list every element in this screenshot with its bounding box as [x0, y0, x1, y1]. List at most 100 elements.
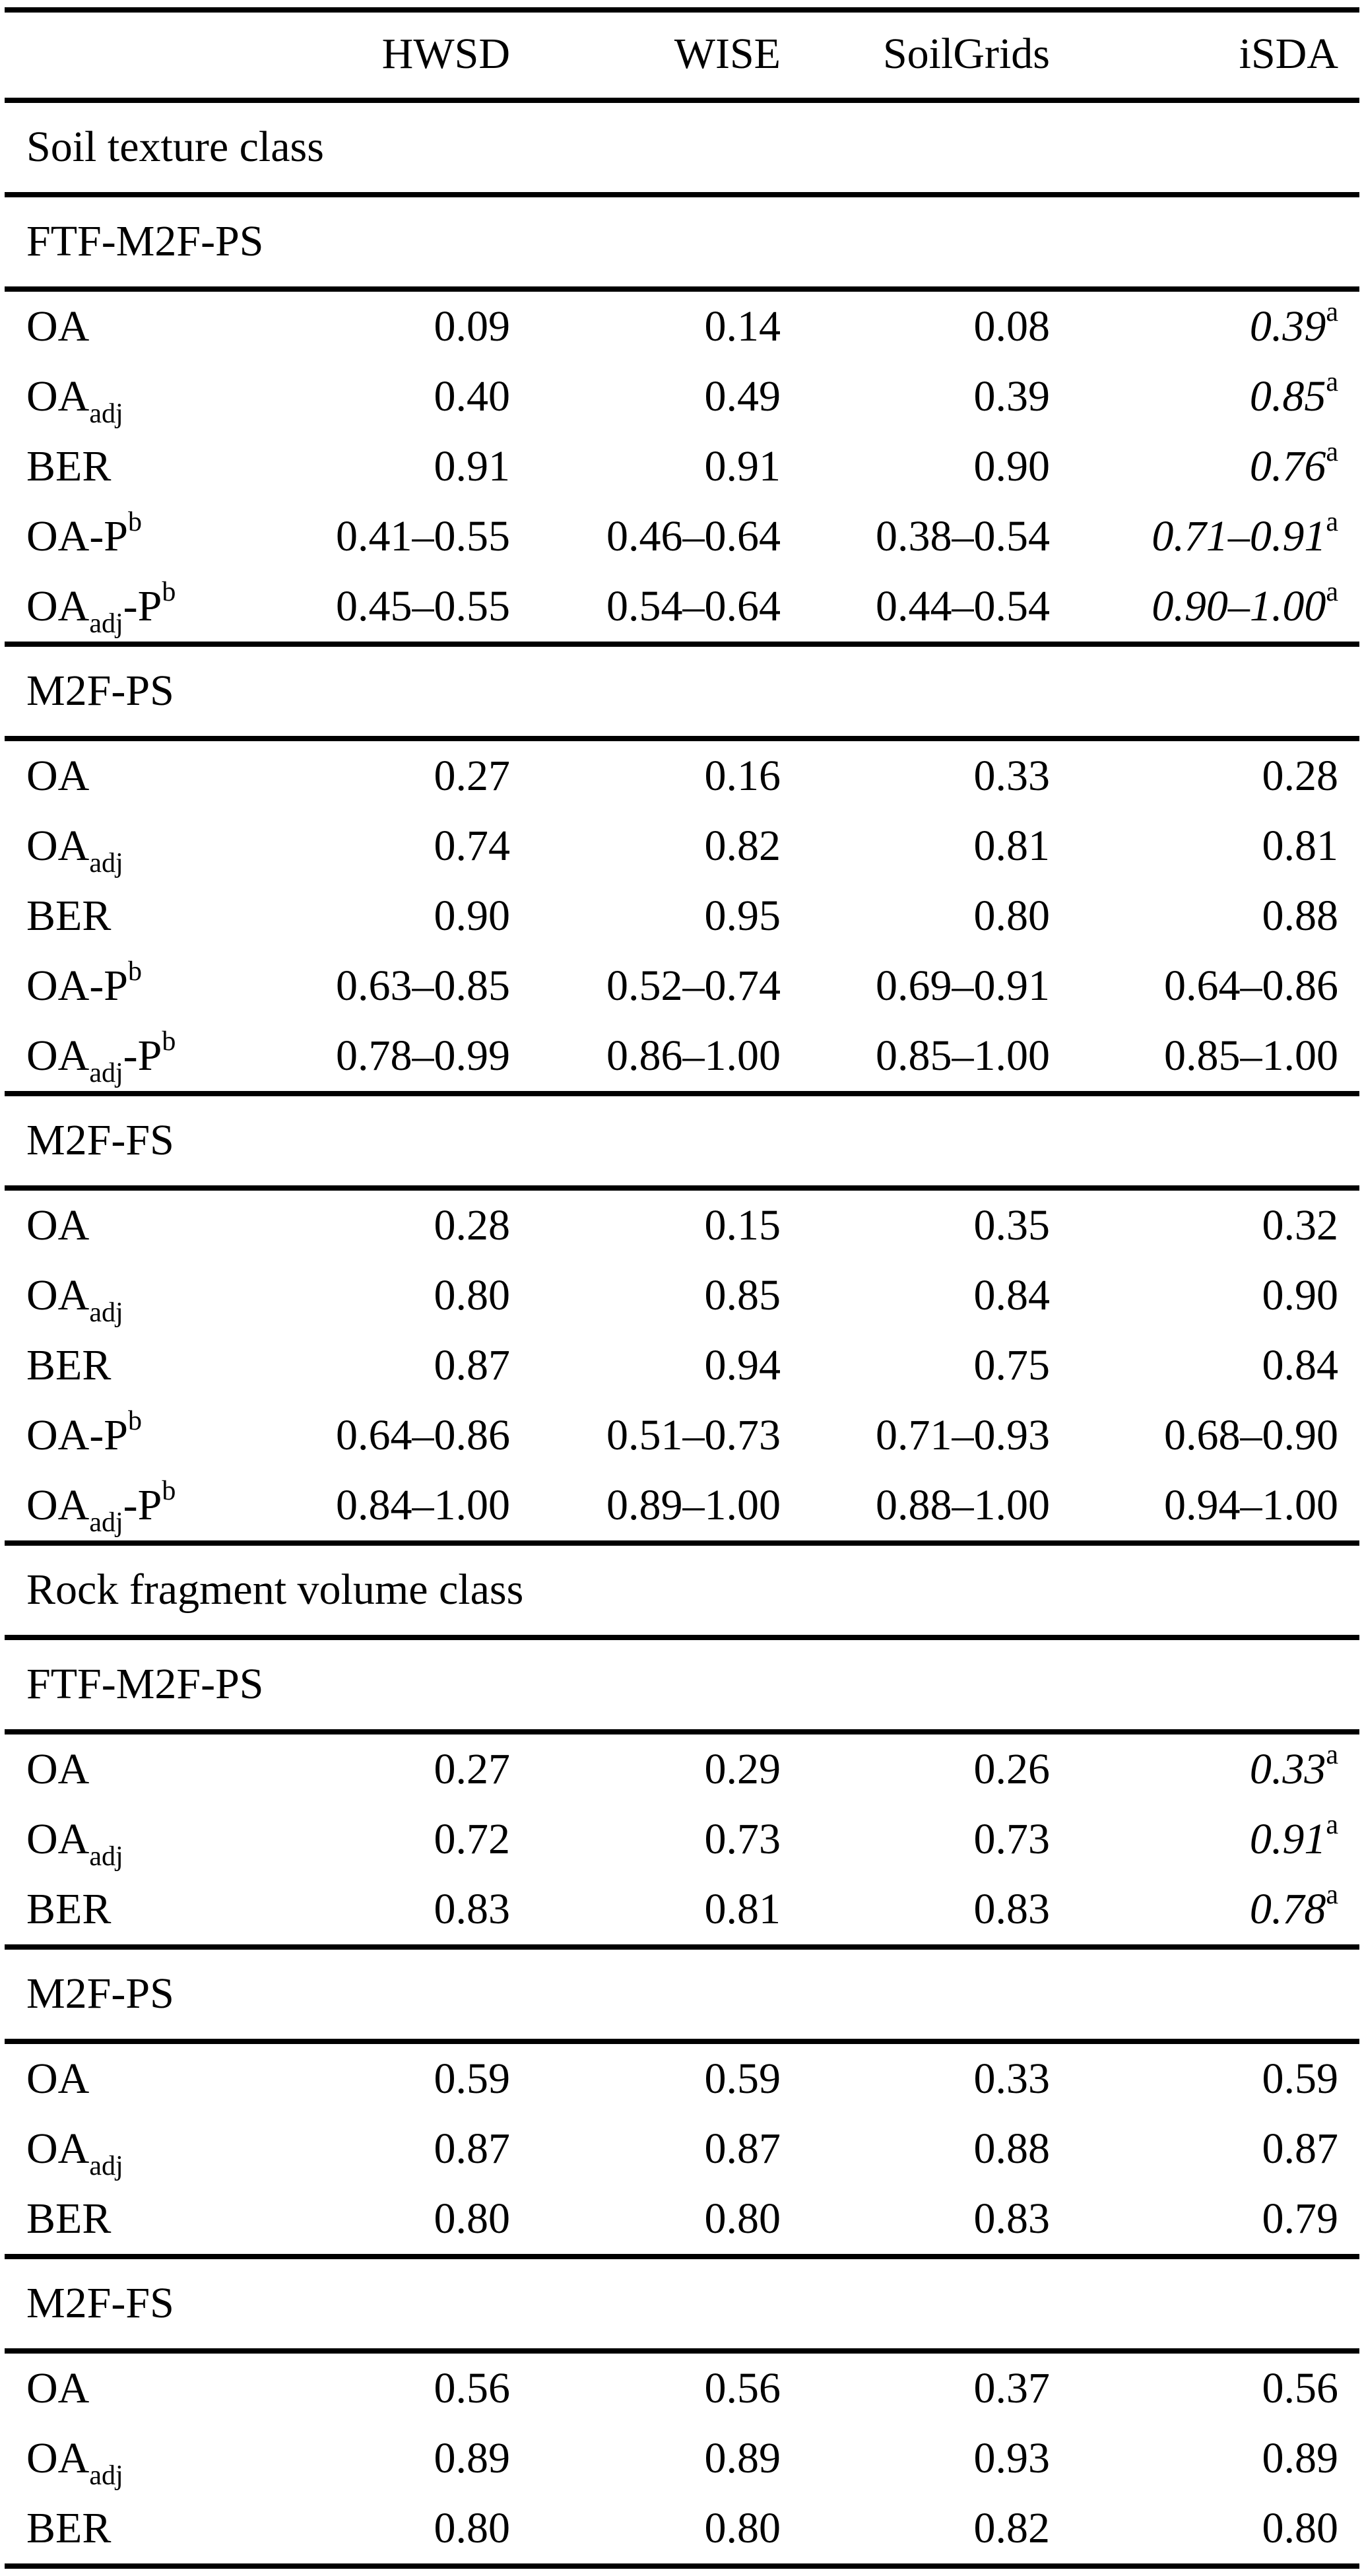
footnote-marker: a	[1326, 297, 1338, 327]
cell-hwsd: 0.80	[434, 1271, 511, 1319]
cell-isda: 0.76a	[1249, 437, 1338, 490]
row-label: OA	[26, 1201, 90, 1249]
cell-soilgrids: 0.69–0.91	[876, 962, 1050, 1010]
row-label: BER	[26, 1341, 112, 1389]
table-row: OAadj 0.72 0.73 0.73 0.91a	[5, 1804, 1359, 1874]
column-header-wise: WISE	[510, 7, 781, 103]
cell-wise: 0.89–1.00	[606, 1481, 781, 1529]
footnote-marker: a	[1326, 1740, 1338, 1770]
row-label: OAadj	[26, 822, 123, 878]
cell-soilgrids: 0.75	[973, 1341, 1051, 1389]
row-label: OA	[26, 2364, 90, 2412]
cell-wise: 0.73	[704, 1815, 781, 1863]
cell-isda: 0.89	[1262, 2434, 1339, 2482]
cell-soilgrids: 0.37	[973, 2364, 1051, 2412]
cell-hwsd: 0.87	[434, 2125, 511, 2173]
cell-hwsd: 0.80	[290, 2493, 510, 2569]
group-title: M2F-FS	[5, 2254, 1359, 2354]
cell-soilgrids: 0.33	[973, 752, 1051, 800]
cell-hwsd: 0.83	[434, 1885, 511, 1933]
table-row: BER 0.80 0.80 0.83 0.79	[5, 2184, 1359, 2257]
cell-wise: 0.49	[704, 372, 781, 420]
column-header-soilgrids: SoilGrids	[781, 7, 1050, 103]
table-row: OA 0.09 0.14 0.08 0.39a	[5, 289, 1359, 362]
group-header-row: FTF-M2F-PS	[5, 192, 1359, 292]
section-header-row: Soil texture class	[5, 98, 1359, 197]
cell-soilgrids: 0.44–0.54	[876, 582, 1050, 630]
cell-wise: 0.80	[510, 2493, 781, 2569]
cell-soilgrids: 0.81	[973, 822, 1051, 870]
cell-isda: 0.85–1.00	[1164, 1032, 1338, 1080]
row-label: OAadj	[26, 1271, 123, 1328]
cell-soilgrids: 0.08	[973, 302, 1051, 350]
row-label: OA	[26, 2055, 90, 2103]
cell-isda: 0.90	[1262, 1271, 1339, 1319]
cell-soilgrids: 0.83	[973, 1885, 1051, 1933]
cell-wise: 0.89	[704, 2434, 781, 2482]
cell-hwsd: 0.40	[434, 372, 511, 420]
cell-isda: 0.33a	[1249, 1740, 1338, 1793]
cell-isda: 0.85a	[1249, 367, 1338, 420]
row-label: OA	[26, 1745, 90, 1793]
cell-isda: 0.81	[1262, 822, 1339, 870]
table-row: OAadj 0.80 0.85 0.84 0.90	[5, 1261, 1359, 1331]
cell-hwsd: 0.27	[434, 1745, 511, 1793]
cell-wise: 0.56	[704, 2364, 781, 2412]
cell-isda: 0.68–0.90	[1164, 1411, 1338, 1459]
table-row: BER 0.87 0.94 0.75 0.84	[5, 1331, 1359, 1401]
cell-soilgrids: 0.26	[973, 1745, 1051, 1793]
row-label: BER	[26, 442, 112, 490]
cell-hwsd: 0.72	[434, 1815, 511, 1863]
row-label: OA-Pb	[26, 1406, 143, 1459]
row-label: BER	[26, 1885, 112, 1933]
table-row: OA 0.59 0.59 0.33 0.59	[5, 2041, 1359, 2114]
cell-wise: 0.94	[704, 1341, 781, 1389]
table-row: OAadj 0.40 0.49 0.39 0.85a	[5, 362, 1359, 432]
row-label: OA-Pb	[26, 956, 143, 1010]
cell-isda: 0.56	[1262, 2364, 1339, 2412]
cell-hwsd: 0.09	[434, 302, 511, 350]
cell-hwsd: 0.74	[434, 822, 511, 870]
cell-hwsd: 0.56	[434, 2364, 511, 2412]
group-title: FTF-M2F-PS	[5, 192, 1359, 292]
group-header-row: M2F-FS	[5, 2254, 1359, 2354]
cell-hwsd: 0.91	[434, 442, 511, 490]
row-label: OA	[26, 752, 90, 800]
cell-hwsd: 0.59	[434, 2055, 511, 2103]
cell-wise: 0.16	[704, 752, 781, 800]
table-row: OAadj 0.89 0.89 0.93 0.89	[5, 2424, 1359, 2493]
cell-wise: 0.46–0.64	[606, 512, 781, 560]
column-header-row: HWSD WISE SoilGrids iSDA	[5, 7, 1359, 103]
cell-isda: 0.84	[1262, 1341, 1339, 1389]
table-row: OA 0.28 0.15 0.35 0.32	[5, 1188, 1359, 1261]
cell-soilgrids: 0.83	[973, 2195, 1051, 2243]
cell-wise: 0.14	[704, 302, 781, 350]
row-label: OA	[26, 302, 90, 350]
table-row: OA 0.27 0.16 0.33 0.28	[5, 739, 1359, 811]
group-title: M2F-FS	[5, 1091, 1359, 1191]
cell-isda: 0.64–0.86	[1164, 962, 1338, 1010]
table-row: OAadj 0.87 0.87 0.88 0.87	[5, 2114, 1359, 2184]
footnote-marker: a	[1326, 577, 1338, 607]
cell-hwsd: 0.84–1.00	[336, 1481, 510, 1529]
table-row: OAadj-Pb 0.78–0.99 0.86–1.00 0.85–1.00 0…	[5, 1021, 1359, 1094]
row-label: BER	[5, 2493, 290, 2569]
cell-soilgrids: 0.90	[973, 442, 1051, 490]
cell-isda: 0.79	[1262, 2195, 1339, 2243]
group-header-row: M2F-PS	[5, 1944, 1359, 2044]
table-row: OAadj 0.74 0.82 0.81 0.81	[5, 811, 1359, 881]
row-label: OAadj	[26, 2434, 123, 2491]
cell-hwsd: 0.63–0.85	[336, 962, 510, 1010]
cell-wise: 0.54–0.64	[606, 582, 781, 630]
group-title: FTF-M2F-PS	[5, 1635, 1359, 1734]
column-header-isda: iSDA	[1050, 7, 1359, 103]
footnote-marker: a	[1326, 1880, 1338, 1910]
group-header-row: M2F-PS	[5, 642, 1359, 741]
corner-cell	[5, 7, 290, 103]
group-header-row: FTF-M2F-PS	[5, 1635, 1359, 1734]
section-header-row: Rock fragment volume class	[5, 1540, 1359, 1640]
results-table: HWSD WISE SoilGrids iSDA Soil texture cl…	[5, 7, 1359, 2569]
table-row: OA-Pb 0.41–0.55 0.46–0.64 0.38–0.54 0.71…	[5, 502, 1359, 572]
row-label: OAadj-Pb	[26, 1026, 176, 1088]
footnote-marker: a	[1326, 367, 1338, 397]
